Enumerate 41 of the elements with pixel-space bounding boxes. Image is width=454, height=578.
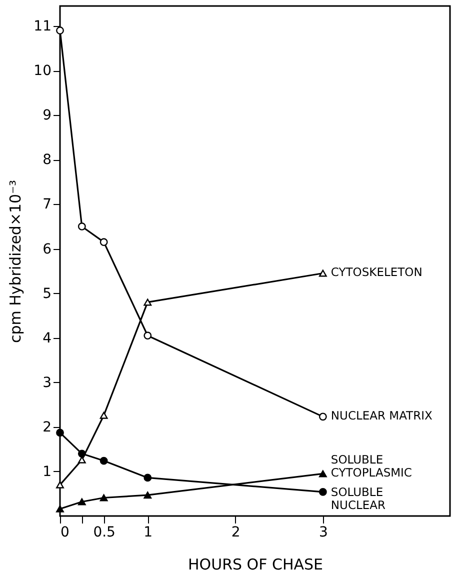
x-tick-label: 3 xyxy=(318,524,328,540)
point xyxy=(78,222,86,230)
point xyxy=(144,332,152,340)
point xyxy=(144,474,152,482)
point xyxy=(56,481,64,488)
point xyxy=(100,238,108,246)
x-tick-label: 1 xyxy=(144,524,153,540)
x-axis-title: HOURS OF CHASE xyxy=(188,556,323,574)
y-tick-label: 3 xyxy=(42,374,52,391)
point xyxy=(56,428,64,437)
x-tick-label: 0.5 xyxy=(93,524,116,540)
point xyxy=(318,488,327,496)
point xyxy=(318,412,327,421)
y-tick-label: 2 xyxy=(42,419,52,436)
y-tick-label: 1 xyxy=(42,464,52,480)
series-label: SOLUBLE NUCLEAR xyxy=(330,484,386,512)
point xyxy=(56,26,64,34)
y-tick-label: 6 xyxy=(42,241,52,258)
series-label: CYTOSKELETON xyxy=(330,265,422,280)
series-label: NUCLEAR MATRIX xyxy=(330,408,432,423)
series-label: SOLUBLE CYTOPLASMIC xyxy=(330,452,412,480)
point xyxy=(144,298,152,306)
point xyxy=(78,450,86,458)
point xyxy=(100,494,108,502)
point xyxy=(78,498,86,506)
point xyxy=(318,470,327,478)
y-tick-label: 5 xyxy=(42,286,52,302)
y-tick-label: 9 xyxy=(42,108,52,124)
point xyxy=(100,456,108,465)
x-tick-label: 2 xyxy=(231,524,240,540)
y-tick-label: 7 xyxy=(42,196,52,213)
y-tick-label: 11 xyxy=(34,18,52,35)
point xyxy=(318,270,327,277)
point xyxy=(144,492,152,499)
x-tick-label: 0 xyxy=(60,524,70,540)
y-tick-label: 8 xyxy=(42,152,52,168)
point xyxy=(56,505,64,512)
point xyxy=(100,412,108,419)
y-tick-label: 10 xyxy=(34,63,52,80)
y-axis-title: cpm Hybridized×10⁻³ xyxy=(6,180,25,344)
y-tick-label: 4 xyxy=(42,330,52,346)
